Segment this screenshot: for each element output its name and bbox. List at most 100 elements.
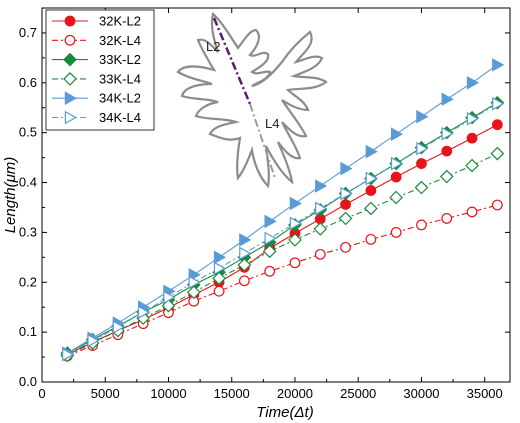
legend-label: 34K-L4: [99, 110, 141, 125]
plot-frame: [41, 7, 511, 383]
data-point: [466, 76, 480, 90]
data-point: [137, 305, 151, 319]
x-tick-label: 0: [38, 386, 45, 401]
data-point: [439, 169, 454, 184]
data-point: [365, 185, 377, 196]
legend: 32K-L2 32K-L4 33K-L2 33K-L4 34K-L2 34K-L4: [45, 9, 155, 131]
series-32K-L4: [61, 199, 503, 362]
legend-box: [45, 9, 155, 131]
x-axis-label: Time(Δt): [256, 404, 313, 421]
data-point: [213, 250, 227, 265]
data-point: [365, 144, 378, 159]
data-point: [416, 109, 429, 124]
data-point: [466, 132, 478, 144]
data-point: [492, 96, 505, 111]
series-33K-L4: [60, 146, 505, 363]
data-point: [365, 171, 378, 186]
data-point: [264, 214, 277, 229]
x-tick-label: 10000: [150, 386, 186, 401]
legend-marker: [63, 52, 77, 67]
data-point: [315, 201, 328, 216]
data-point: [340, 199, 351, 210]
y-tick-label: 0.1: [19, 324, 37, 339]
data-point: [163, 290, 176, 305]
series-line: [67, 124, 498, 356]
x-tick-label: 25000: [340, 386, 376, 401]
dendrite-outline: [176, 11, 328, 189]
series-layer: [60, 58, 505, 363]
x-axis: 0 5000 10000 15000 20000 25000 30000 35000: [38, 8, 503, 401]
y-tick-label: 0.2: [19, 274, 37, 289]
l4-label: L4: [265, 116, 279, 131]
data-point: [238, 275, 250, 287]
y-tick-label: 0.6: [19, 75, 37, 90]
data-point: [390, 127, 404, 141]
data-point: [365, 233, 377, 245]
series-line: [67, 204, 498, 357]
data-point: [416, 219, 427, 231]
legend-label: 33K-L2: [99, 52, 141, 67]
y-tick-label: 0.7: [19, 25, 37, 40]
series-line: [67, 153, 498, 357]
series-33K-L2: [60, 95, 505, 360]
data-point: [390, 226, 402, 238]
series-32K-L2: [61, 119, 503, 360]
data-point: [288, 233, 302, 247]
legend-marker: [64, 34, 76, 46]
data-point: [466, 111, 480, 126]
data-point: [416, 141, 429, 156]
data-point: [212, 271, 226, 286]
series-34K-L4: [62, 96, 505, 362]
data-point: [213, 261, 227, 276]
legend-entry: 33K-L4: [52, 71, 141, 86]
x-tick-label: 5000: [91, 386, 120, 401]
data-point: [315, 179, 328, 193]
data-point: [441, 145, 453, 157]
data-point: [289, 257, 301, 269]
data-point: [87, 333, 100, 348]
data-point: [491, 119, 503, 131]
data-point: [262, 244, 277, 259]
legend-label: 32K-L2: [99, 14, 141, 29]
dendrite-inset: L2 L4: [176, 11, 328, 189]
x-tick-label: 15000: [214, 386, 250, 401]
y-tick-label: 0.5: [19, 125, 37, 140]
data-point: [390, 171, 402, 183]
data-point: [466, 206, 478, 218]
series-line: [67, 103, 498, 356]
x-tick-label: 35000: [467, 386, 503, 401]
legend-entry: 33K-L2: [52, 52, 141, 67]
data-point: [186, 285, 201, 300]
data-point: [264, 265, 276, 277]
legend-marker: [64, 91, 77, 105]
legend-label: 33K-L4: [99, 71, 141, 86]
data-point: [239, 233, 252, 247]
data-point: [390, 156, 404, 171]
l4-line: [249, 103, 276, 179]
l2-line: [212, 17, 252, 105]
legend-marker: [64, 15, 76, 27]
legend-label: 34K-L2: [99, 91, 141, 106]
data-point: [389, 190, 404, 205]
data-point: [188, 275, 201, 290]
legend-entry: 32K-L2: [52, 14, 141, 29]
data-point: [213, 285, 225, 297]
data-point: [441, 213, 453, 224]
l2-label: L2: [206, 39, 220, 54]
data-point: [340, 186, 353, 201]
data-point: [313, 222, 328, 236]
data-point: [414, 180, 429, 195]
data-point: [112, 320, 125, 334]
data-point: [492, 58, 505, 72]
data-point: [340, 161, 353, 176]
legend-marker: [63, 72, 77, 86]
y-tick-label: 0.0: [19, 374, 37, 389]
x-tick-label: 30000: [403, 386, 439, 401]
legend-entry: 34K-L2: [52, 91, 141, 106]
data-point: [416, 158, 427, 169]
x-tick-label: 20000: [277, 386, 313, 401]
data-point: [264, 231, 277, 246]
data-point: [62, 347, 75, 362]
data-point: [490, 146, 505, 161]
